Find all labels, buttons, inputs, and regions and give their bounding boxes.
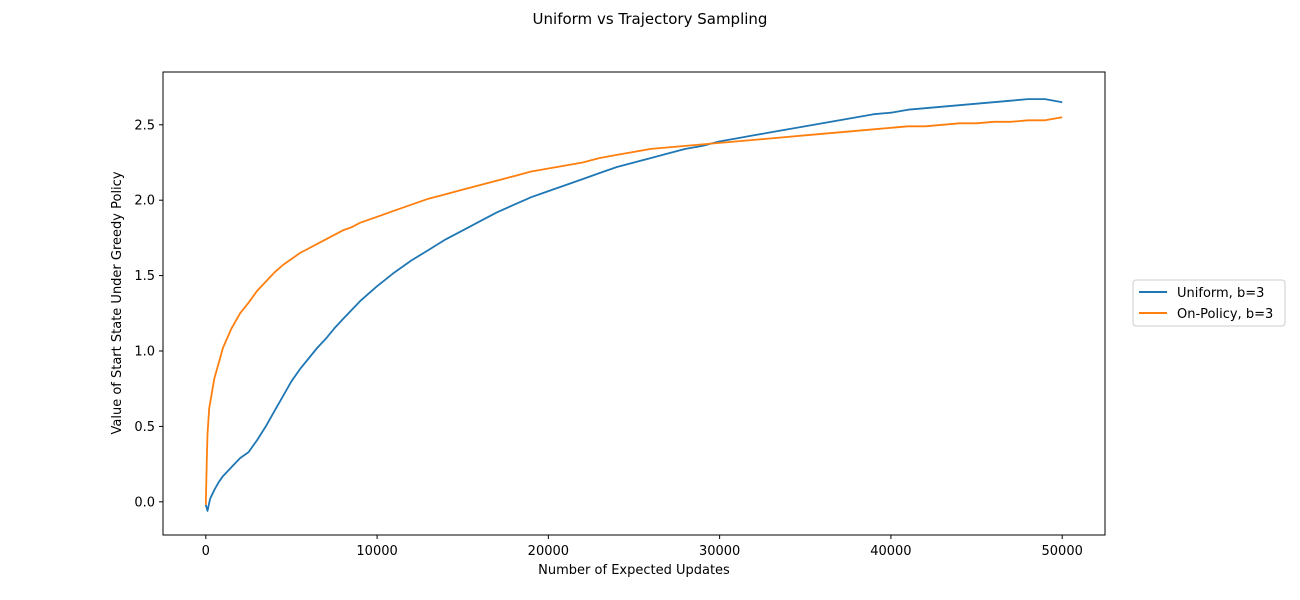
y-tick-label: 2.0 [134, 194, 155, 209]
plot-frame [162, 71, 1106, 536]
x-tick-label: 10000 [356, 544, 397, 559]
x-tick-label: 0 [202, 544, 210, 559]
chart-title: Uniform vs Trajectory Sampling [533, 10, 768, 28]
x-axis: 0 10000 20000 30000 40000 50000 [202, 535, 1083, 559]
y-tick-label: 0.0 [134, 495, 155, 510]
y-tick-label: 2.5 [134, 118, 155, 133]
series-line-on-policy [204, 116, 1063, 505]
y-axis: 0.0 0.5 1.0 1.5 2.0 2.5 [134, 118, 163, 510]
series-line-uniform [204, 98, 1063, 512]
legend: Uniform, b=3 On-Policy, b=3 [1132, 279, 1286, 327]
y-tick-label: 1.0 [134, 345, 155, 360]
x-tick-label: 50000 [1042, 544, 1083, 559]
legend-label-uniform: Uniform, b=3 [1177, 286, 1264, 301]
y-tick-label: 0.5 [134, 420, 155, 435]
x-tick-label: 30000 [699, 544, 740, 559]
legend-box [1132, 279, 1286, 327]
x-axis-label: Number of Expected Updates [538, 563, 730, 578]
x-tick-label: 20000 [528, 544, 569, 559]
legend-label-on-policy: On-Policy, b=3 [1177, 307, 1273, 322]
y-tick-label: 1.5 [134, 269, 155, 284]
x-tick-label: 40000 [870, 544, 911, 559]
y-axis-label: Value of Start State Under Greedy Policy [110, 171, 125, 434]
series-layer [204, 98, 1063, 512]
